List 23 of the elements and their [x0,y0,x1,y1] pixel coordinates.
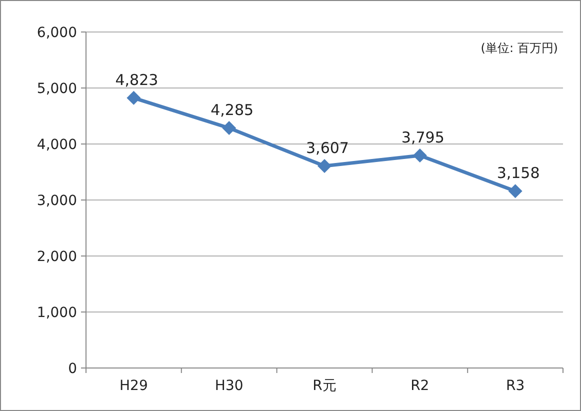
point [412,148,427,162]
x-tick-label: R3 [506,378,525,394]
annotation: (単位: 百万円) [480,41,558,55]
y-tick-label: 3,000 [36,193,77,209]
point [222,121,236,136]
x-tick-label: R2 [410,378,430,394]
point [126,90,141,105]
data-label: 3,158 [496,164,540,182]
y-tick-label: 6,000 [36,25,77,41]
y-tick-label: 0 [68,361,77,377]
x-tick-label: R元 [312,378,336,394]
data-label: 3,607 [306,139,349,158]
data-label: 3,795 [401,128,444,146]
y-tick-label: 4,000 [36,137,77,153]
y-tick-label: 2,000 [36,249,77,265]
data-label: 4,823 [115,70,158,89]
point [508,184,522,198]
data-label: 4,285 [210,101,254,120]
y-tick-label: 1,000 [36,305,77,321]
y-tick-label: 5,000 [36,81,77,97]
x-tick-label: H29 [120,378,148,394]
x-tick-label: H30 [214,378,244,394]
point [318,159,332,174]
